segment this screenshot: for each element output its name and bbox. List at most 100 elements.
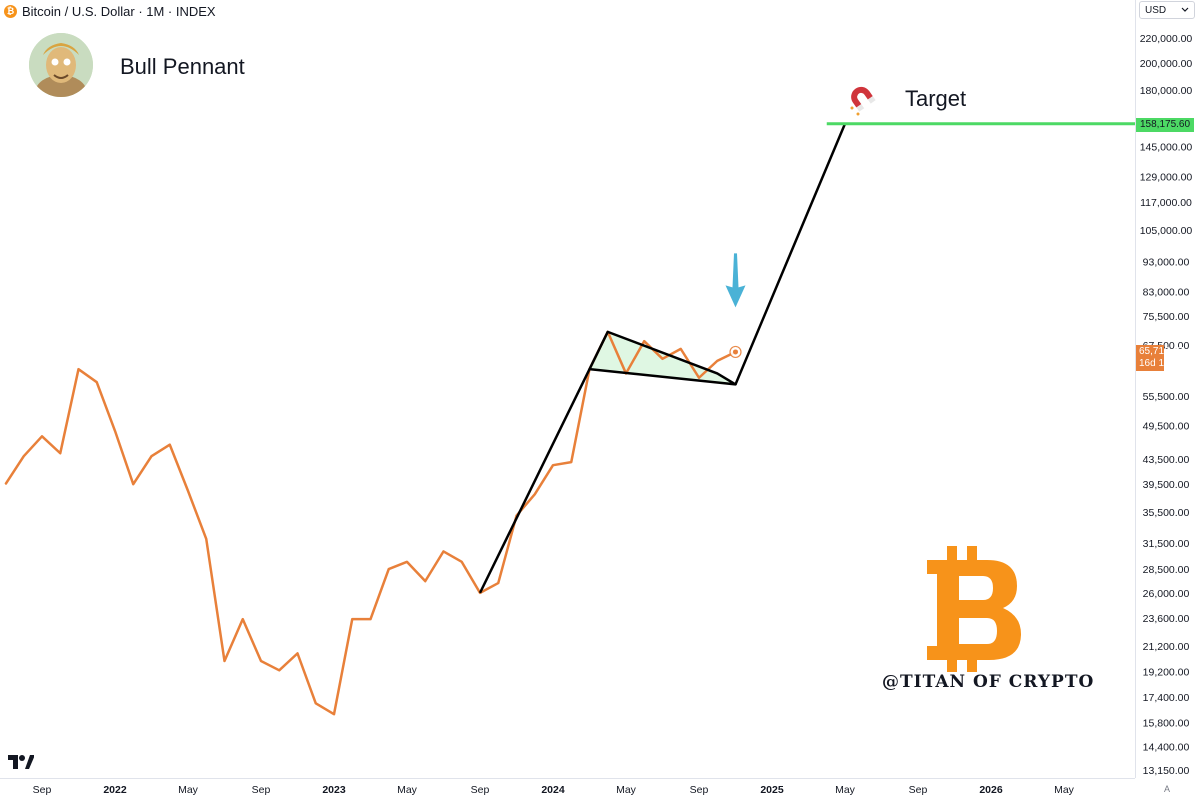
price-point bbox=[205, 538, 207, 540]
y-tick-label: 129,000.00 bbox=[1140, 172, 1193, 184]
bitcoin-logo-icon bbox=[927, 546, 1021, 672]
x-tick-label: Sep bbox=[252, 784, 271, 796]
x-tick-label: Sep bbox=[471, 784, 490, 796]
y-tick-label: 43,500.00 bbox=[1143, 454, 1190, 466]
y-tick-label: 93,000.00 bbox=[1143, 257, 1190, 269]
x-tick-label: May bbox=[1054, 784, 1075, 796]
time-axis[interactable] bbox=[0, 778, 1135, 798]
y-tick-label: 105,000.00 bbox=[1140, 225, 1193, 237]
x-tick-label: Sep bbox=[690, 784, 709, 796]
price-point bbox=[351, 618, 353, 620]
target-label: Target bbox=[905, 86, 967, 111]
y-tick-label: 145,000.00 bbox=[1140, 141, 1193, 153]
price-point bbox=[388, 568, 390, 570]
auto-scale-button[interactable]: A bbox=[1163, 784, 1170, 794]
x-tick-label: May bbox=[397, 784, 418, 796]
current-price-value: 65,716.47 bbox=[1139, 346, 1184, 357]
x-tick-label: 2025 bbox=[760, 784, 784, 796]
y-tick-label: 35,500.00 bbox=[1143, 507, 1190, 519]
x-tick-label: 2026 bbox=[979, 784, 1003, 796]
price-axis[interactable] bbox=[1135, 0, 1200, 778]
price-point bbox=[552, 464, 554, 466]
price-point bbox=[534, 493, 536, 495]
pennant-outline bbox=[588, 330, 737, 386]
magnet-icon bbox=[850, 86, 876, 116]
x-tick-label: 2023 bbox=[322, 784, 346, 796]
x-tick-label: May bbox=[835, 784, 856, 796]
y-tick-label: 14,400.00 bbox=[1143, 741, 1190, 753]
y-tick-label: 55,500.00 bbox=[1143, 391, 1190, 403]
y-tick-label: 200,000.00 bbox=[1140, 58, 1193, 70]
price-point bbox=[333, 713, 335, 715]
arrow-down-icon bbox=[725, 253, 746, 308]
price-point bbox=[698, 377, 700, 379]
y-tick-label: 31,500.00 bbox=[1143, 538, 1190, 550]
price-point bbox=[23, 455, 25, 457]
pattern-title: Bull Pennant bbox=[120, 54, 245, 79]
y-tick-label: 220,000.00 bbox=[1140, 33, 1193, 45]
currency-value: USD bbox=[1145, 4, 1167, 16]
last-price-marker bbox=[733, 349, 738, 355]
x-tick-label: Sep bbox=[33, 784, 52, 796]
y-tick-label: 23,600.00 bbox=[1143, 613, 1190, 625]
y-tick-label: 180,000.00 bbox=[1140, 85, 1193, 97]
y-tick-label: 19,200.00 bbox=[1143, 667, 1190, 679]
price-point bbox=[114, 430, 116, 432]
price-point bbox=[59, 452, 61, 454]
price-point bbox=[406, 561, 408, 563]
x-tick-label: Sep bbox=[909, 784, 928, 796]
y-tick-label: 117,000.00 bbox=[1140, 197, 1192, 209]
trend-line bbox=[478, 368, 591, 594]
price-point bbox=[461, 561, 463, 563]
tradingview-logo-icon[interactable] bbox=[8, 754, 34, 770]
symbol-title: Bitcoin / U.S. Dollar · 1M · INDEX bbox=[22, 3, 216, 19]
price-point bbox=[662, 358, 663, 360]
price-point bbox=[278, 669, 280, 671]
y-tick-label: 28,500.00 bbox=[1143, 564, 1190, 576]
bitcoin-icon: ₿ bbox=[4, 4, 17, 18]
price-point bbox=[443, 550, 444, 552]
price-point bbox=[424, 580, 426, 582]
y-tick-label: 26,000.00 bbox=[1143, 588, 1190, 600]
y-tick-label: 83,000.00 bbox=[1143, 286, 1190, 298]
candle-countdown: 16d 14h bbox=[1139, 358, 1176, 369]
price-point bbox=[315, 702, 317, 704]
price-line bbox=[4, 330, 737, 716]
y-tick-label: 49,500.00 bbox=[1143, 421, 1190, 433]
target-price-tag: 158,175.60 bbox=[1136, 118, 1195, 132]
y-tick-label: 13,150.00 bbox=[1143, 765, 1190, 777]
projection-line bbox=[734, 123, 847, 385]
price-point bbox=[132, 483, 134, 485]
author-avatar bbox=[29, 33, 93, 97]
price-point bbox=[260, 660, 262, 662]
price-point bbox=[78, 368, 79, 370]
annotation-layer bbox=[478, 122, 1135, 594]
price-point bbox=[41, 435, 43, 437]
watermark-text: @TITAN OF CRYPTO bbox=[882, 672, 1095, 692]
price-point bbox=[570, 461, 572, 463]
x-tick-label: May bbox=[178, 784, 199, 796]
price-point bbox=[242, 618, 244, 620]
y-tick-label: 17,400.00 bbox=[1143, 692, 1190, 704]
current-price-tag: 65,716.47 16d 14h bbox=[1136, 345, 1184, 371]
x-tick-label: 2024 bbox=[541, 784, 565, 796]
symbol-header[interactable]: ₿ Bitcoin / U.S. Dollar · 1M · INDEX bbox=[4, 2, 216, 20]
x-tick-label: 2022 bbox=[103, 784, 127, 796]
price-point bbox=[151, 455, 152, 457]
y-tick-label: 75,500.00 bbox=[1143, 311, 1190, 323]
price-point bbox=[297, 652, 298, 654]
price-point bbox=[187, 490, 189, 492]
price-point bbox=[497, 582, 499, 584]
currency-select[interactable]: USD bbox=[1139, 1, 1195, 19]
price-point bbox=[680, 348, 682, 350]
y-tick-label: 39,500.00 bbox=[1143, 479, 1190, 491]
x-tick-label: May bbox=[616, 784, 637, 796]
price-point bbox=[5, 483, 6, 485]
price-point bbox=[96, 381, 98, 383]
y-tick-label: 21,200.00 bbox=[1143, 641, 1190, 653]
price-series-layer bbox=[4, 330, 742, 716]
y-tick-label: 15,800.00 bbox=[1143, 717, 1190, 729]
price-point bbox=[716, 360, 718, 362]
price-point bbox=[169, 444, 171, 446]
